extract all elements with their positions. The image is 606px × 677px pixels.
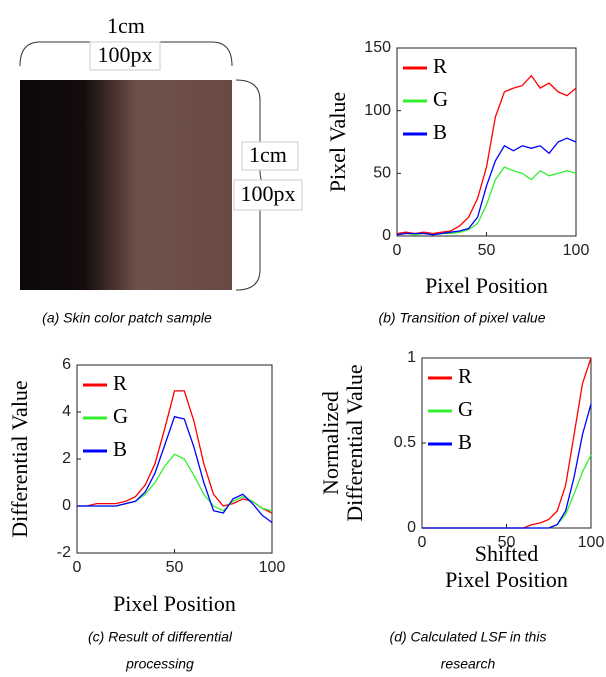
legend-label: B [113,437,127,461]
y-tick-label: 150 [364,39,391,56]
data-line [77,453,273,512]
y-tick-label: 0.5 [394,434,416,451]
side-label: 100px [241,181,296,206]
y-axis-label: Normalized [318,391,343,495]
caption: (a) Skin color patch sample [42,310,212,326]
caption: research [441,656,496,672]
x-tick-label: 0 [73,559,82,576]
legend-label: G [433,87,448,111]
skin-patch-image [20,80,232,290]
y-tick-label: 0 [382,227,391,244]
caption: (b) Transition of pixel value [378,310,545,326]
label-box [241,141,299,171]
data-line [77,390,273,514]
y-axis-label: Differential Value [7,380,32,537]
y-tick-label: -2 [57,544,71,561]
data-line [422,454,592,529]
caption: processing [125,656,194,672]
y-axis-label: Pixel Value [325,92,350,192]
x-tick-label: 100 [259,559,286,576]
y-axis-label: Differential Value [342,364,367,521]
x-axis-label: Pixel Position [445,567,568,592]
plot-frame [396,47,577,237]
x-tick-label: 50 [478,242,496,259]
top-label: 100px [98,42,153,67]
data-line [396,166,577,236]
x-tick-label: 100 [563,242,590,259]
caption: (d) Calculated LSF in this [390,629,547,645]
y-tick-label: 100 [364,102,391,119]
legend-label: B [433,120,447,144]
top-label: 1cm [107,13,145,38]
x-tick-label: 0 [393,242,402,259]
data-line [396,74,577,235]
y-tick-label: 0 [62,497,71,514]
data-line [396,137,577,236]
x-axis-label: Pixel Position [425,273,548,298]
data-line [77,415,273,524]
x-tick-label: 50 [166,559,184,576]
x-tick-label: 50 [498,534,516,551]
legend-label: B [458,430,472,454]
x-axis-label: Pixel Position [113,591,236,616]
legend-label: R [113,371,127,395]
x-tick-label: 100 [578,534,605,551]
y-tick-label: 1 [407,349,416,366]
legend-label: G [458,397,473,421]
legend-label: R [458,364,472,388]
side-label: 1cm [249,142,287,167]
legend-label: R [433,54,447,78]
label-box [89,41,161,71]
data-line [422,403,592,529]
label-box [233,179,303,211]
y-tick-label: 4 [62,403,71,420]
y-tick-label: 2 [62,450,71,467]
y-tick-label: 6 [62,356,71,373]
y-tick-label: 50 [373,165,391,182]
legend-label: G [113,404,128,428]
x-axis-label: Shifted [475,541,539,566]
y-tick-label: 0 [407,519,416,536]
x-tick-label: 0 [418,534,427,551]
label-box [98,14,154,42]
caption: (c) Result of differential [88,629,233,645]
